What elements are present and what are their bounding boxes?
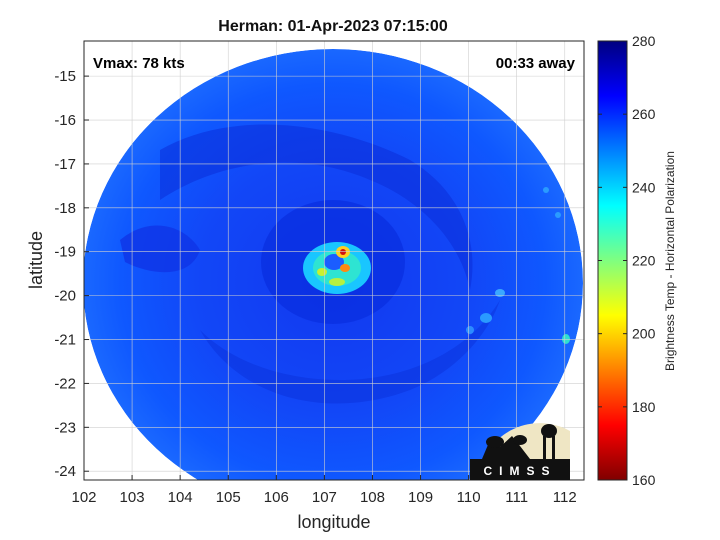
x-tick-label: 104: [168, 489, 193, 506]
y-tick-label: -21: [54, 332, 76, 349]
rain-cell: [480, 313, 492, 323]
grid-lines: [84, 41, 584, 480]
chart-title: Herman: 01-Apr-2023 07:15:00: [218, 18, 448, 35]
y-tick-label: -22: [54, 375, 76, 392]
colorbar-tick-label: 220: [632, 253, 656, 269]
water-tower-leg: [552, 436, 555, 459]
colorbar-tick-label: 160: [632, 472, 656, 488]
x-tick-label: 112: [553, 489, 577, 506]
colorbar: [597, 40, 628, 481]
convection-green: [329, 278, 345, 286]
y-tick-label: -23: [54, 419, 76, 436]
rain-cell: [562, 334, 570, 344]
colorbar-tick-label: 200: [632, 326, 656, 342]
colorbar-tick-label: 240: [632, 179, 656, 195]
x-axis-label: longitude: [297, 512, 370, 532]
y-axis-label: latitude: [26, 231, 46, 289]
x-tick-label: 110: [457, 489, 481, 506]
satellite-dish-icon: [486, 436, 504, 448]
x-tick-label: 107: [312, 489, 337, 506]
satellite-dish-icon: [513, 435, 527, 445]
x-axis: 102 103 104 105 106 107 108 109 110 111 112: [71, 475, 577, 506]
y-tick-label: -24: [54, 463, 76, 480]
rain-cell: [543, 187, 549, 193]
x-tick-label: 111: [505, 489, 528, 506]
colorbar-tick-label: 180: [632, 399, 656, 415]
x-tick-label: 106: [264, 489, 289, 506]
y-axis: -15 -16 -17 -18 -19 -20 -21 -22 -23 -24: [54, 68, 89, 480]
convection-yellowgreen: [317, 268, 327, 276]
y-tick-label: -15: [54, 68, 76, 85]
cimss-logo: CIMSS: [470, 423, 570, 480]
logo-text: CIMSS: [483, 464, 556, 478]
time-away-label: 00:33 away: [496, 55, 576, 72]
y-tick-label: -17: [54, 156, 76, 173]
plot-frame: [83, 40, 585, 481]
rain-cell: [555, 212, 561, 218]
spiral-band-north: [160, 124, 473, 291]
rain-cell: [466, 326, 474, 334]
x-tick-label: 109: [408, 489, 433, 506]
cyclone-eye: [324, 254, 344, 270]
x-tick-label: 105: [216, 489, 241, 506]
logo-banner: [470, 459, 570, 480]
y-tick-label: -18: [54, 200, 76, 217]
x-tick-label: 102: [71, 489, 96, 506]
x-tick-label: 103: [120, 489, 145, 506]
colorbar-label: Brightness Temp - Horizontal Polarizatio…: [663, 151, 677, 371]
y-tick-label: -16: [54, 112, 76, 129]
water-tower-icon: [541, 424, 557, 438]
colorbar-ticks: 280 260 240 220 200 180 160: [598, 33, 656, 488]
map-area[interactable]: [83, 41, 584, 517]
rain-cell: [495, 289, 505, 297]
y-tick-label: -20: [54, 288, 76, 305]
water-tower-leg: [543, 436, 546, 459]
swath: [84, 49, 583, 480]
convection-orange: [340, 264, 350, 272]
y-tick-label: -19: [54, 244, 76, 261]
logo-dome-silhouette: [482, 436, 530, 459]
spiral-band-south: [200, 300, 500, 404]
colorbar-tick-label: 280: [632, 33, 656, 49]
x-tick-label: 108: [360, 489, 385, 506]
vmax-label: Vmax: 78 kts: [93, 55, 185, 72]
colorbar-tick-label: 260: [632, 106, 656, 122]
